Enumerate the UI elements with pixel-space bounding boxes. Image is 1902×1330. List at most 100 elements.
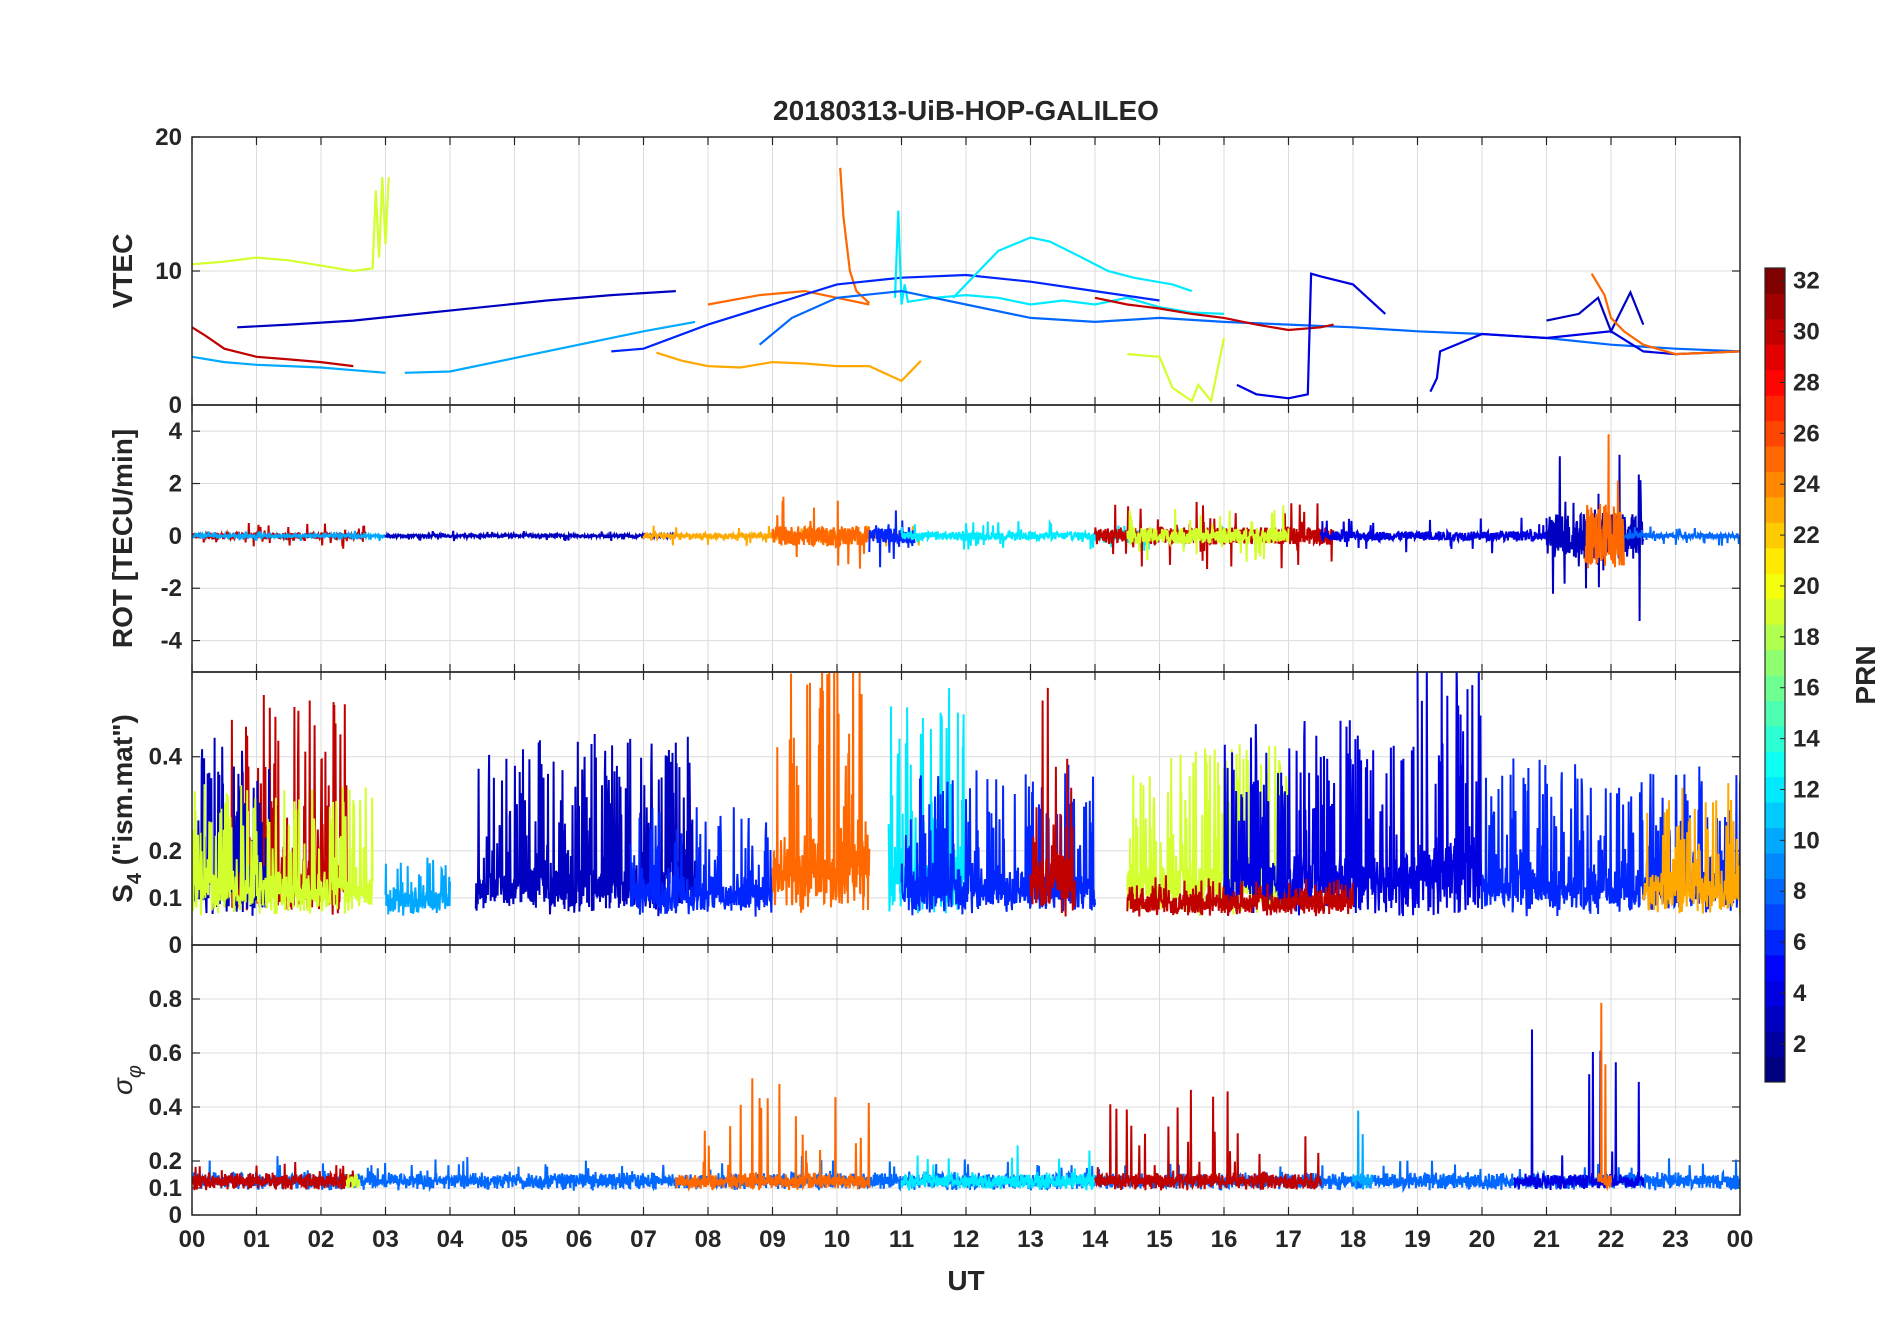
y-tick-label: 0.1 [149,885,182,912]
colorbar-swatch [1765,954,1785,981]
x-tick-label: 21 [1533,1226,1560,1253]
x-tick-label: 18 [1340,1226,1367,1253]
colorbar-swatch [1765,522,1785,549]
colorbar-swatch [1765,700,1785,727]
colorbar-swatch [1765,293,1785,320]
series-line-prn-25 [1590,273,1740,356]
series-line-prn-25 [771,496,871,569]
colorbar-tick-label: 8 [1793,878,1806,905]
series-group [192,434,1740,622]
colorbar-swatch [1765,675,1785,701]
series-line-prn-30 [1126,875,1354,917]
x-tick-label: 05 [501,1226,528,1253]
colorbar-swatch [1765,420,1785,447]
series-line-prn-19 [192,784,374,916]
colorbar-tick-label: 18 [1793,624,1820,651]
colorbar-swatch [1765,344,1785,371]
colorbar-tick-label: 26 [1793,420,1820,447]
colorbar-swatch [1765,802,1785,829]
colorbar-tick-label: 4 [1793,980,1807,1007]
colorbar-swatch [1765,1031,1785,1058]
series-line-prn-25 [674,1078,871,1192]
x-tick-label: 16 [1211,1226,1238,1253]
colorbar-swatch [1765,573,1785,600]
colorbar-swatch [1765,649,1785,676]
y-tick-label: 10 [155,258,182,285]
series-line-prn-6 [868,510,916,568]
x-tick-label: 01 [243,1226,270,1253]
colorbar-swatch [1765,903,1785,930]
colorbar-frame [1764,267,1786,1083]
colorbar-tick-label: 20 [1793,573,1820,600]
x-tick-label: 03 [372,1226,399,1253]
panel-frame [191,944,1741,1216]
y-tick-label: 0.1 [149,1175,182,1202]
y-tick-label: 0 [169,392,182,419]
colorbar-swatch [1765,776,1785,803]
series-line-prn-8 [758,289,1740,353]
series-line-prn-10 [384,857,451,916]
series-line-prn-30 [192,1161,355,1191]
y-tick-label: 0.8 [149,986,182,1013]
x-tick-label: 02 [308,1226,335,1253]
x-tick-label: 22 [1598,1226,1625,1253]
series-line-prn-12 [893,210,1225,315]
colorbar-tick-label: 32 [1793,268,1820,295]
x-tick-label: 19 [1404,1226,1431,1253]
y-tick-label: 2 [169,471,182,498]
colorbar-swatch [1765,446,1785,472]
colorbar-tick-label: 28 [1793,369,1820,396]
series-line-prn-25 [1584,434,1625,569]
series-group [192,672,1740,917]
series-line-prn-10 [1352,1110,1374,1190]
series-line-prn-4 [1429,330,1740,393]
colorbar-swatch [1765,853,1785,879]
series-line-prn-12 [900,1145,1096,1191]
y-tick-label: -2 [161,575,182,602]
y-tick-label: 20 [155,124,182,151]
series-line-prn-4 [1236,272,1387,400]
colorbar-swatch [1765,598,1785,625]
series-line-prn-19 [1126,505,1290,562]
x-tick-label: 08 [695,1226,722,1253]
y-tick-label: 4 [169,418,183,445]
series-line-prn-4 [1223,720,1419,917]
series-line-prn-30 [1094,1089,1322,1191]
x-tick-label: 09 [759,1226,786,1253]
series-line-prn-3 [1545,454,1645,622]
colorbar-swatch [1765,318,1785,345]
x-tick-label: 13 [1017,1226,1044,1253]
x-tick-label: 14 [1082,1226,1109,1253]
colorbar-swatch [1765,268,1785,294]
series-line-prn-6 [611,273,1160,353]
series-line-prn-4 [1319,517,1548,554]
colorbar-swatch [1765,624,1785,651]
x-tick-label: 23 [1662,1226,1689,1253]
x-tick-label: 17 [1275,1226,1302,1253]
panel-rot: -4 -2 0 2 4 ROT [TECU/min] [107,404,1741,673]
colorbar-tick-label: 6 [1793,929,1806,956]
colorbar-swatch [1765,725,1785,752]
x-tick-label: 11 [889,1226,914,1253]
y-tick-label: 0.4 [149,744,183,771]
x-tick-label: 20 [1469,1226,1496,1253]
x-tick-label: 15 [1146,1226,1173,1253]
colorbar-tick-label: 16 [1793,675,1820,702]
y-tick-label: 0 [169,1202,182,1229]
x-tick-label: 12 [953,1226,980,1253]
colorbar-label: PRN [1850,645,1881,704]
chart-title: 20180313-UiB-HOP-GALILEO [773,95,1159,126]
series-line-prn-10 [192,355,386,374]
colorbar-swatch [1765,471,1785,498]
series-group [192,1002,1740,1193]
x-tick-label: 10 [824,1226,851,1253]
series-line-prn-6 [629,807,774,917]
series-line-prn-3 [237,290,676,329]
x-axis-label: UT [947,1265,984,1296]
colorbar-swatch [1765,1005,1785,1032]
series-line-prn-25 [1597,1002,1612,1192]
y-axis-label: VTEC [107,234,138,309]
colorbar-swatch [1765,878,1785,905]
